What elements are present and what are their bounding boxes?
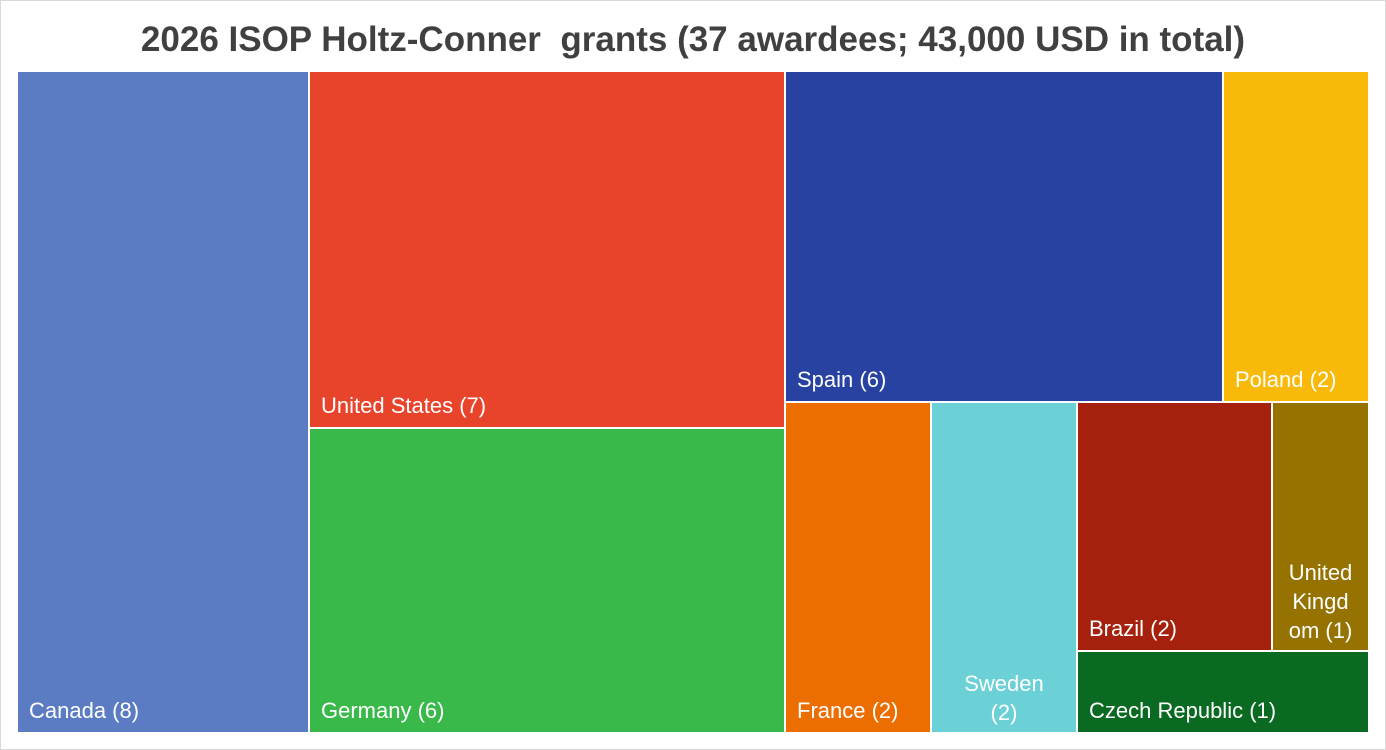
treemap-label-united-kingdom: United Kingd om (1): [1288, 560, 1353, 643]
treemap-label-sweden: Sweden (2): [964, 671, 1044, 725]
treemap-label-canada: Canada (8): [29, 698, 140, 723]
treemap-label-united-states: United States (7): [321, 393, 487, 418]
treemap-label-brazil: Brazil (2): [1089, 616, 1178, 641]
treemap-label-poland: Poland (2): [1235, 367, 1337, 392]
treemap-tile-poland: Poland (2): [1224, 72, 1368, 401]
treemap-tile-czech-republic: Czech Republic (1): [1078, 652, 1368, 732]
treemap-tile-united-kingdom: United Kingd om (1): [1273, 403, 1368, 650]
treemap-label-spain: Spain (6): [797, 367, 887, 392]
treemap-tile-germany: Germany (6): [310, 429, 784, 732]
treemap-tile-spain: Spain (6): [786, 72, 1222, 401]
treemap-tile-canada: Canada (8): [18, 72, 308, 732]
treemap-tile-sweden: Sweden (2): [932, 403, 1076, 732]
treemap-tile-united-states: United States (7): [310, 72, 784, 427]
treemap-label-germany: Germany (6): [321, 698, 445, 723]
treemap-tile-brazil: Brazil (2): [1078, 403, 1271, 650]
treemap-plot-area: Canada (8) United States (7) Germany (6) Sp…: [18, 72, 1368, 732]
treemap-label-czech-republic: Czech Republic (1): [1089, 698, 1277, 723]
chart-title: 2026 ISOP Holtz-Conner grants (37 awarde…: [140, 20, 1246, 59]
treemap-label-france: France (2): [797, 698, 899, 723]
treemap-tile-france: France (2): [786, 403, 930, 732]
